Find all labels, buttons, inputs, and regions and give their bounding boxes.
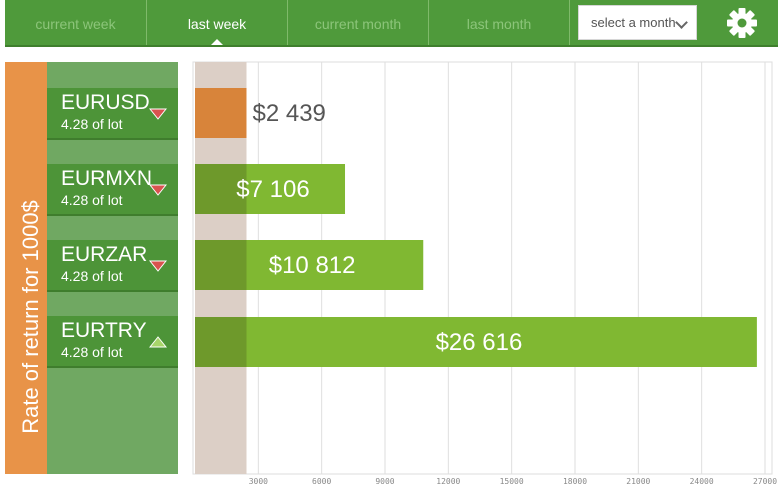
bar-value-label: $7 106 xyxy=(236,176,309,203)
tab-divider xyxy=(146,0,147,45)
bar-value-label: $10 812 xyxy=(269,252,356,279)
x-tick-label: 15000 xyxy=(500,477,524,486)
bar-overlap-shade xyxy=(195,164,247,214)
pair-name: EURTRY xyxy=(61,319,147,342)
tab-last-month[interactable]: last month xyxy=(466,16,532,32)
tab-last-week[interactable]: last week xyxy=(147,0,287,45)
pair-lot: 4.28 of lot xyxy=(61,268,123,284)
pair-lot: 4.28 of lot xyxy=(61,116,123,132)
bar xyxy=(195,88,247,138)
trend-up-icon xyxy=(149,336,167,348)
pair-name: EURZAR xyxy=(61,243,148,266)
pair-name: EURMXN xyxy=(61,167,153,190)
pair-name: EURUSD xyxy=(61,91,150,114)
return-chart: 3000 6000 9000 12000 15000 18000 21000 24000 270… xyxy=(192,61,777,486)
x-tick-label: 18000 xyxy=(563,477,587,486)
chart-canvas: 3000 6000 9000 12000 15000 18000 21000 24000 270… xyxy=(192,61,777,486)
x-tick-label: 9000 xyxy=(375,477,394,486)
pair-lot: 4.28 of lot xyxy=(61,192,123,208)
gear-icon[interactable] xyxy=(725,6,759,40)
side-label-panel: Rate of return for 1000$ xyxy=(5,62,47,474)
tab-divider xyxy=(287,0,288,45)
tab-current-week[interactable]: current week xyxy=(35,16,116,32)
bar-value-label: $2 439 xyxy=(252,100,325,127)
pair-item-eurmxn[interactable]: EURMXN 4.28 of lot xyxy=(47,164,178,216)
pair-lot: 4.28 of lot xyxy=(61,344,123,360)
x-tick-label: 12000 xyxy=(436,477,460,486)
bar-overlap-shade xyxy=(195,317,247,367)
pair-item-eurusd[interactable]: EURUSD 4.28 of lot xyxy=(47,88,178,140)
x-tick-label: 3000 xyxy=(249,477,268,486)
trend-down-icon xyxy=(149,260,167,272)
tab-divider xyxy=(428,0,429,45)
bar xyxy=(195,317,757,367)
bar-value-label: $26 616 xyxy=(436,329,523,356)
x-tick-label: 21000 xyxy=(626,477,650,486)
bar-overlap-shade xyxy=(195,240,247,290)
chevron-down-icon xyxy=(675,16,688,29)
tab-current-month[interactable]: current month xyxy=(314,16,402,32)
pair-item-eurzar[interactable]: EURZAR 4.28 of lot xyxy=(47,240,178,292)
month-select-value: select a month xyxy=(591,15,676,30)
month-select[interactable]: select a month xyxy=(578,5,697,40)
trend-down-icon xyxy=(149,108,167,120)
x-tick-label: 6000 xyxy=(312,477,331,486)
x-tick-label: 24000 xyxy=(690,477,714,486)
pair-item-eurtry[interactable]: EURTRY 4.28 of lot xyxy=(47,316,178,368)
tab-divider xyxy=(569,0,570,45)
y-axis-label: Rate of return for 1000$ xyxy=(18,200,43,434)
trend-down-icon xyxy=(149,184,167,196)
x-tick-label: 27000 xyxy=(753,477,777,486)
